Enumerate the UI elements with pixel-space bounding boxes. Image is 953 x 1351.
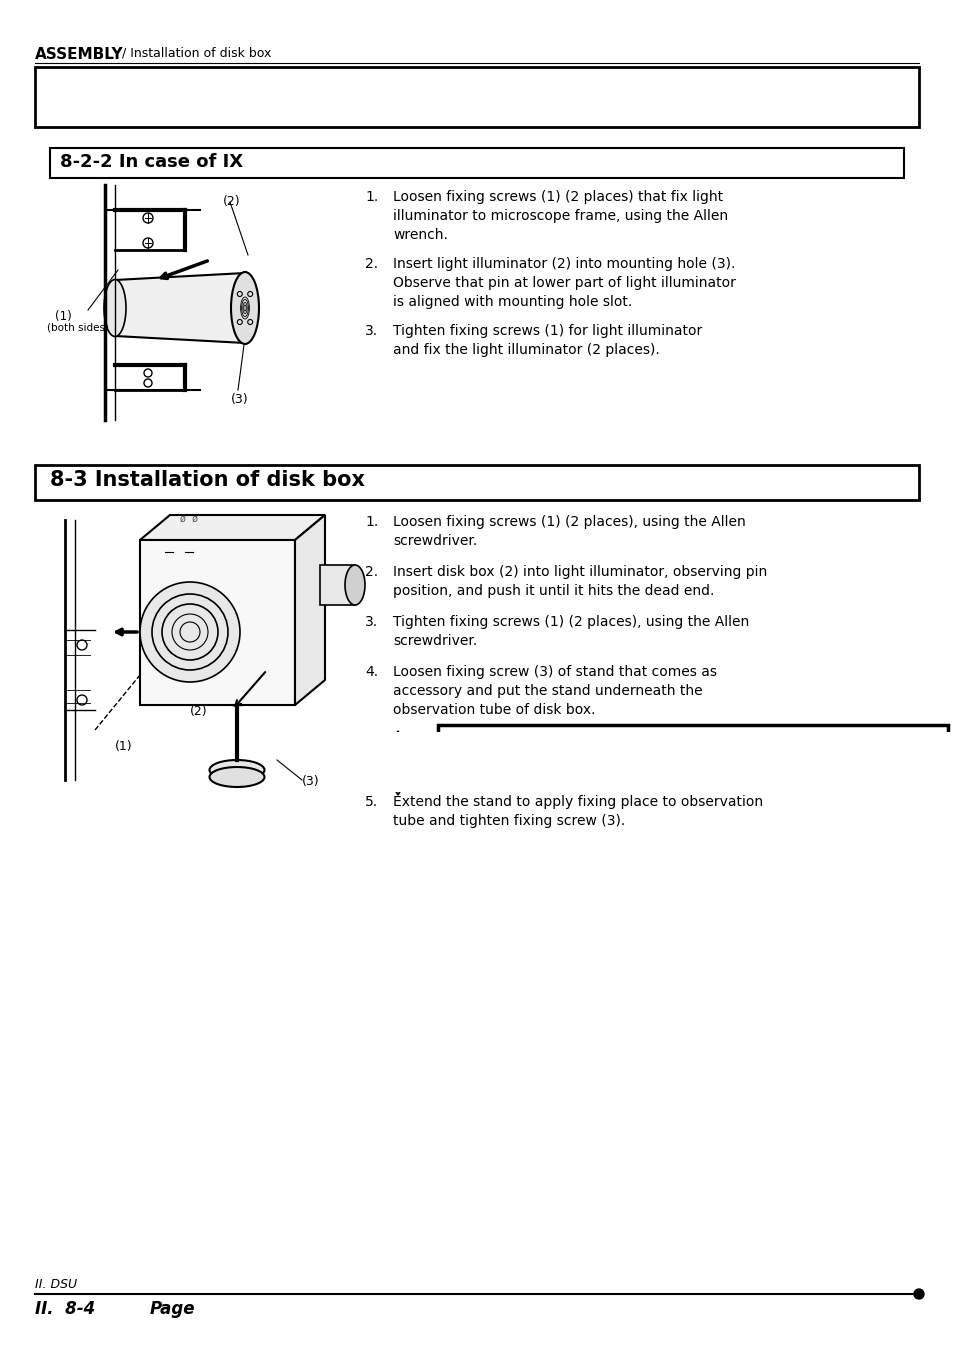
Text: / Installation of disk box: / Installation of disk box [118,47,271,59]
Text: wrench.: wrench. [393,228,447,242]
Text: screwdriver.: screwdriver. [393,634,476,648]
Text: Loosen fixing screws (1) (2 places) that fix light: Loosen fixing screws (1) (2 places) that… [393,190,722,204]
Bar [319,565,355,605]
Text: 8-3 Installation of disk box: 8-3 Installation of disk box [50,470,365,490]
Text: 8-2-2 In case of IX: 8-2-2 In case of IX [60,153,243,172]
Text: (1): (1) [115,740,132,753]
Text: Observe that pin at lower part of light illuminator: Observe that pin at lower part of light … [393,276,735,290]
Text: 1.: 1. [365,190,377,204]
Text: Extend the stand to apply fixing place to observation: Extend the stand to apply fixing place t… [393,794,762,809]
Ellipse shape [210,767,264,788]
Ellipse shape [231,272,258,345]
Text: (2): (2) [223,195,240,208]
Text: screwdriver.: screwdriver. [393,534,476,549]
Text: observation tube of disk box.: observation tube of disk box. [393,703,595,717]
Text: accessory and put the stand underneath the: accessory and put the stand underneath t… [393,684,702,698]
Text: 2.: 2. [365,257,377,272]
Text: ASSEMBLY: ASSEMBLY [35,47,124,62]
Text: Note: Note [380,757,416,770]
Circle shape [913,1289,923,1300]
Text: Loosen fixing screw (3) of stand that comes as: Loosen fixing screw (3) of stand that co… [393,665,717,680]
Bar [437,725,947,780]
Ellipse shape [210,761,264,780]
Text: Tighten fixing screws (1) (2 places), using the Allen: Tighten fixing screws (1) (2 places), us… [393,615,748,630]
Text: II.  8-4: II. 8-4 [35,1300,95,1319]
Text: 4.: 4. [365,665,377,680]
Text: (3): (3) [231,393,249,407]
Text: Loosen fixing screws (1) (2 places), using the Allen: Loosen fixing screws (1) (2 places), usi… [393,515,745,530]
Polygon shape [140,515,325,540]
Circle shape [140,582,240,682]
Ellipse shape [345,565,365,605]
Text: position, and push it until it hits the dead end.: position, and push it until it hits the … [393,584,714,598]
Text: II. DSU: II. DSU [35,1278,77,1292]
Text: Insert disk box (2) into light illuminator, observing pin: Insert disk box (2) into light illuminat… [393,565,766,580]
Text: Page: Page [150,1300,195,1319]
Text: Extend the stand to apply fixing place to observation: Extend the stand to apply fixing place t… [393,734,762,748]
Polygon shape [294,515,325,705]
Text: 3.: 3. [365,324,377,338]
Text: (3): (3) [302,775,319,788]
Text: (1): (1) [55,309,71,323]
Text: is aligned with mounting hole slot.: is aligned with mounting hole slot. [393,295,632,309]
Bar [35,68,918,127]
Ellipse shape [104,280,126,336]
Text: and fix the light illuminator (2 places).: and fix the light illuminator (2 places)… [393,343,659,357]
Text: 5.: 5. [365,734,377,748]
Text: 5.: 5. [365,794,377,809]
Polygon shape [140,540,294,705]
Text: (2): (2) [190,705,208,717]
Text: 2.: 2. [365,565,377,580]
Bar [50,149,903,178]
Text: illuminator to microscope frame, using the Allen: illuminator to microscope frame, using t… [393,209,727,223]
Text: Tighten fixing screws (1) for light illuminator: Tighten fixing screws (1) for light illu… [393,324,701,338]
Text: Stand should be attached for sure to: Stand should be attached for sure to [446,734,751,748]
Polygon shape [115,273,245,343]
Bar [359,732,953,792]
Text: tube and tighten fixing screw (3).: tube and tighten fixing screw (3). [393,815,624,828]
Text: ø  ø: ø ø [180,513,198,524]
Text: (both sides): (both sides) [47,323,109,332]
Text: 3.: 3. [365,615,377,630]
Text: 1.: 1. [365,515,377,530]
Text: Insert light illuminator (2) into mounting hole (3).: Insert light illuminator (2) into mounti… [393,257,735,272]
Text: prevent upside down.: prevent upside down. [446,753,626,767]
Bar [35,465,918,500]
Text: tube and tighten fixing screw (3).: tube and tighten fixing screw (3). [393,753,624,767]
Polygon shape [366,731,430,794]
